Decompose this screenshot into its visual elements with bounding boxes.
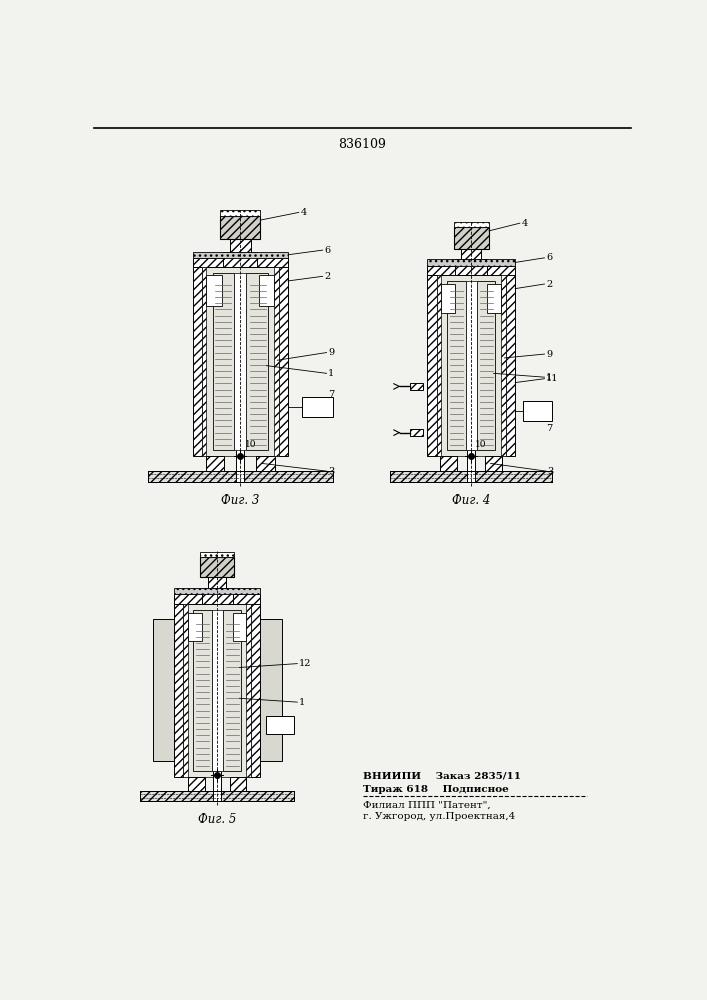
Bar <box>467 450 475 482</box>
Bar <box>267 716 294 734</box>
Bar <box>411 383 423 390</box>
Bar <box>247 273 268 450</box>
Bar <box>201 267 206 456</box>
Bar <box>223 610 241 771</box>
Bar <box>501 275 506 456</box>
Bar <box>183 604 188 777</box>
Bar <box>223 252 257 267</box>
Text: 6: 6 <box>546 253 552 262</box>
Bar <box>428 275 437 456</box>
Bar <box>192 258 288 267</box>
Text: Фиг. 3: Фиг. 3 <box>221 494 259 507</box>
Text: 4: 4 <box>300 208 307 217</box>
Bar <box>455 259 487 275</box>
Text: 1: 1 <box>546 373 552 382</box>
Bar <box>411 429 423 436</box>
Bar <box>208 577 226 588</box>
Bar <box>466 281 477 450</box>
Bar <box>214 771 221 801</box>
Bar <box>506 275 515 456</box>
Bar <box>183 604 251 777</box>
Bar <box>188 777 205 791</box>
Text: 7: 7 <box>328 390 334 399</box>
Bar <box>140 791 294 801</box>
Text: 7: 7 <box>546 424 552 433</box>
Bar <box>174 604 183 777</box>
Bar <box>390 471 552 482</box>
Text: 2: 2 <box>546 280 552 289</box>
Bar <box>454 222 489 227</box>
Bar <box>260 619 282 761</box>
Bar <box>428 266 515 275</box>
Bar <box>213 273 234 450</box>
Text: 9: 9 <box>328 348 334 357</box>
Bar <box>441 284 455 313</box>
Bar <box>259 275 274 306</box>
Bar <box>477 281 495 450</box>
Bar <box>234 273 247 450</box>
Bar <box>236 448 244 482</box>
Bar <box>440 456 457 471</box>
Bar <box>461 249 481 259</box>
Bar <box>523 401 552 421</box>
Text: г. Ужгород, ул.Проектная,4: г. Ужгород, ул.Проектная,4 <box>363 812 515 821</box>
Bar <box>192 267 201 456</box>
Text: 10: 10 <box>245 440 257 449</box>
Bar <box>174 594 260 604</box>
Bar <box>251 604 260 777</box>
Bar <box>206 275 222 306</box>
Bar <box>454 227 489 249</box>
Bar <box>428 259 515 266</box>
Text: 6: 6 <box>325 246 330 255</box>
Text: 12: 12 <box>299 659 311 668</box>
Text: Тираж 618    Подписное: Тираж 618 Подписное <box>363 785 509 794</box>
Bar <box>221 216 260 239</box>
Bar <box>200 557 234 577</box>
Text: 9: 9 <box>546 350 552 359</box>
Bar <box>192 252 288 258</box>
Text: Филиал ППП "Патент",: Филиал ППП "Патент", <box>363 801 491 810</box>
Text: 10: 10 <box>475 440 486 449</box>
Bar <box>230 777 247 791</box>
Bar <box>188 613 201 641</box>
Text: 1: 1 <box>328 369 334 378</box>
Text: ВНИИПИ    Заказ 2835/11: ВНИИПИ Заказ 2835/11 <box>363 772 522 781</box>
Bar <box>279 267 288 456</box>
Text: 2: 2 <box>325 272 330 281</box>
Bar <box>174 588 260 594</box>
Text: Фиг. 5: Фиг. 5 <box>198 813 236 826</box>
Text: 3: 3 <box>547 467 554 476</box>
Bar <box>485 456 502 471</box>
Text: Фиг. 4: Фиг. 4 <box>452 494 491 507</box>
Bar <box>201 588 233 604</box>
Text: 3: 3 <box>328 467 334 476</box>
Bar <box>221 210 260 216</box>
Text: 1: 1 <box>299 698 305 707</box>
Bar <box>193 610 212 771</box>
Bar <box>302 397 333 417</box>
Bar <box>200 552 234 557</box>
Bar <box>448 281 466 450</box>
Text: 4: 4 <box>521 219 527 228</box>
Bar <box>247 604 251 777</box>
Bar <box>437 275 506 456</box>
Bar <box>257 456 275 471</box>
Bar <box>274 267 279 456</box>
Bar <box>233 613 247 641</box>
Bar <box>230 239 251 252</box>
Bar <box>153 619 174 761</box>
Text: 836109: 836109 <box>338 138 386 151</box>
Bar <box>487 284 501 313</box>
Bar <box>148 471 333 482</box>
Text: 11: 11 <box>546 374 559 383</box>
Bar <box>201 267 279 456</box>
Bar <box>206 456 224 471</box>
Bar <box>437 275 441 456</box>
Bar <box>212 610 223 771</box>
